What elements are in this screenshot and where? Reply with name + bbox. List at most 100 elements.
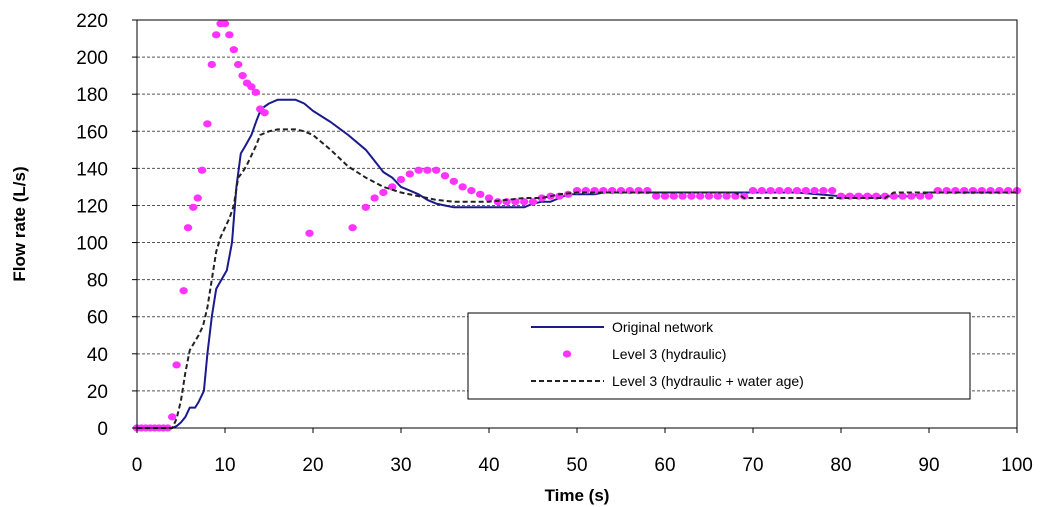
y-tick-label: 20: [87, 382, 108, 403]
data-point: [212, 31, 221, 39]
data-point: [193, 194, 202, 202]
x-tick-label: 40: [478, 455, 499, 476]
x-axis-label: Time (s): [545, 486, 610, 505]
data-point: [924, 192, 934, 200]
data-point: [713, 192, 722, 200]
data-point: [696, 192, 705, 200]
data-point: [722, 192, 731, 200]
y-tick-label: 120: [76, 196, 108, 217]
x-tick-label: 30: [390, 455, 411, 476]
data-point: [225, 31, 234, 39]
y-tick-label: 200: [76, 48, 108, 69]
data-point: [183, 224, 193, 232]
data-point: [238, 72, 247, 80]
data-point: [220, 20, 230, 28]
y-tick-label: 60: [87, 308, 108, 329]
data-point: [197, 166, 207, 174]
data-point: [458, 183, 467, 191]
data-point: [172, 361, 181, 369]
y-tick-label: 140: [76, 159, 108, 180]
data-point: [260, 109, 269, 117]
data-point: [405, 170, 414, 178]
series-line: [137, 128, 1017, 429]
data-point: [467, 187, 476, 195]
data-point: [396, 175, 406, 184]
x-tick-label: 10: [214, 455, 235, 476]
data-point: [898, 192, 907, 200]
x-tick-label: 80: [830, 455, 851, 476]
data-point: [361, 203, 370, 211]
data-point: [775, 187, 784, 195]
y-tick-label: 180: [76, 85, 108, 106]
data-point: [348, 224, 357, 232]
y-tick-label: 100: [76, 234, 108, 255]
legend: Original network Level 3 (hydraulic) Level…: [467, 312, 971, 400]
y-tick-label: 220: [76, 11, 108, 32]
data-point: [234, 60, 243, 69]
data-point: [203, 120, 212, 128]
data-point: [520, 198, 529, 206]
data-point: [305, 229, 314, 237]
data-point: [880, 192, 890, 200]
x-tick-label: 60: [654, 455, 675, 476]
x-axis-ticks: 0 10 20 30 40 50 60 70 80 90 100: [132, 428, 1033, 476]
data-point: [484, 194, 494, 202]
data-point: [916, 192, 925, 200]
data-point: [784, 187, 793, 195]
data-point: [819, 187, 828, 195]
data-point: [687, 192, 696, 200]
x-tick-label: 90: [918, 455, 939, 476]
data-point: [740, 192, 749, 200]
series-level-3-hydraulic-water-age: [137, 128, 1017, 429]
legend-items: Original network Level 3 (hydraulic) Level…: [531, 319, 804, 389]
data-point: [251, 88, 260, 96]
data-point: [207, 60, 216, 69]
legend-item-level-3-hydraulic: Level 3 (hydraulic): [562, 346, 726, 362]
x-tick-label: 0: [132, 455, 143, 476]
data-point: [652, 192, 661, 200]
y-axis-ticks: 0 20 40 60 80 100 120 140 160 180 200 220: [76, 11, 137, 440]
data-point: [704, 192, 714, 200]
x-tick-label: 70: [742, 455, 763, 476]
data-point: [678, 192, 687, 200]
data-point: [757, 187, 766, 195]
data-point: [476, 190, 485, 198]
data-point: [537, 194, 546, 202]
data-point: [423, 166, 432, 174]
data-point: [168, 413, 177, 421]
data-point: [907, 192, 916, 200]
data-point: [828, 187, 837, 195]
data-point: [528, 198, 538, 206]
legend-label: Original network: [612, 319, 714, 335]
data-point: [189, 203, 198, 211]
y-tick-label: 40: [87, 345, 108, 366]
data-point: [247, 83, 256, 91]
data-point: [810, 187, 819, 195]
series-layer: [132, 20, 1022, 432]
data-point: [379, 188, 388, 197]
y-tick-label: 160: [76, 122, 108, 143]
x-tick-label: 20: [302, 455, 323, 476]
data-point: [801, 187, 810, 195]
data-point: [414, 166, 423, 174]
data-point: [179, 287, 188, 295]
data-point: [660, 192, 670, 200]
legend-label: Level 3 (hydraulic): [612, 346, 726, 362]
data-point: [388, 183, 397, 191]
x-tick-label: 100: [1001, 455, 1033, 476]
x-tick-label: 50: [566, 455, 587, 476]
legend-item-level-3-hydraulic-water-age: Level 3 (hydraulic + water age): [531, 373, 804, 389]
data-point: [440, 172, 450, 180]
data-point: [370, 194, 379, 202]
legend-swatch: [562, 350, 572, 358]
data-point: [449, 177, 458, 185]
legend-label: Level 3 (hydraulic + water age): [612, 373, 804, 389]
data-point: [748, 187, 758, 195]
data-point: [792, 187, 802, 195]
y-axis-label: Flow rate (L/s): [10, 166, 29, 281]
data-point: [669, 192, 678, 200]
data-point: [432, 166, 441, 174]
y-tick-label: 80: [87, 271, 108, 292]
data-point: [229, 46, 238, 54]
data-point: [766, 187, 775, 195]
